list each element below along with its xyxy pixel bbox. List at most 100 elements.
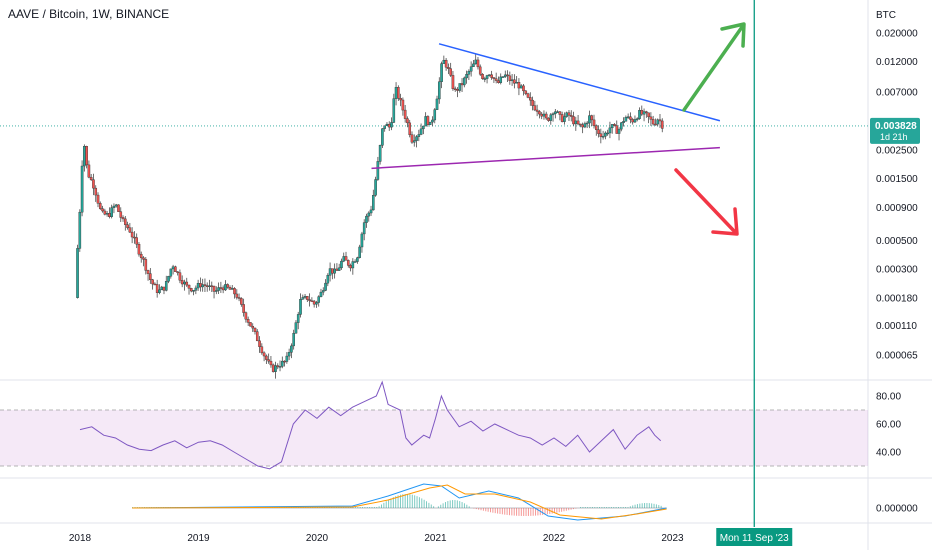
candle-up	[499, 76, 503, 83]
candle-up	[417, 134, 421, 137]
macd-histogram-bar	[444, 502, 446, 508]
candle-down	[101, 208, 104, 212]
candle-up	[301, 297, 305, 300]
macd-histogram-bar	[582, 507, 584, 508]
candle-up	[299, 299, 302, 315]
candle-down	[276, 365, 280, 368]
candle-up	[385, 123, 389, 126]
candle-up	[390, 122, 393, 128]
macd-histogram-bar	[407, 494, 409, 508]
macd-histogram-bar	[454, 500, 456, 508]
macd-histogram-bar	[416, 496, 418, 508]
macd-histogram-bar	[463, 503, 465, 508]
candle-down	[151, 279, 154, 285]
macd-histogram-bar	[456, 500, 458, 508]
candle-down	[492, 77, 496, 79]
macd-histogram-bar	[482, 508, 484, 511]
candle-down	[406, 118, 409, 124]
candle-down	[572, 116, 575, 125]
candle-down	[531, 99, 534, 106]
candle-down	[560, 114, 564, 122]
macd-histogram-bar	[561, 508, 563, 512]
candle-down	[494, 78, 498, 81]
macd-histogram-bar	[523, 508, 525, 516]
candle-up	[353, 261, 357, 263]
candle-down	[153, 283, 157, 286]
candle-down	[631, 119, 634, 123]
candle-down	[513, 79, 516, 84]
macd-histogram-bar	[627, 507, 629, 508]
candle-down	[387, 123, 391, 128]
macd-histogram-bar	[487, 508, 489, 512]
candle-down	[451, 75, 455, 90]
candle-up	[442, 59, 446, 64]
candle-down	[426, 116, 430, 125]
macd-histogram-bar	[632, 505, 634, 508]
macd-histogram-bar	[615, 507, 617, 508]
macd-histogram-bar	[357, 507, 359, 508]
macd-histogram-bar	[520, 508, 522, 516]
candle-up	[360, 233, 364, 248]
price-tick-label: 0.000500	[876, 236, 918, 247]
candle-up	[488, 74, 491, 76]
candle-up	[465, 74, 468, 79]
candle-up	[326, 275, 330, 284]
macd-histogram-bar	[516, 508, 518, 516]
candle-up	[317, 296, 321, 303]
candle-up	[604, 132, 607, 137]
macd-histogram-bar	[426, 501, 428, 508]
candle-up	[610, 124, 614, 129]
candle-up	[415, 136, 418, 141]
candle-up	[362, 222, 366, 235]
macd-histogram-bar	[596, 507, 598, 508]
macd-histogram-bar	[639, 503, 641, 508]
candle-up	[515, 82, 518, 84]
candle-down	[228, 287, 232, 290]
candle-up	[485, 75, 489, 79]
candle-down	[89, 176, 93, 180]
candle-down	[567, 112, 571, 116]
candle-up	[588, 115, 591, 124]
candle-up	[105, 213, 109, 215]
macd-histogram-bar	[362, 507, 364, 508]
macd-histogram-bar	[606, 507, 608, 508]
macd-histogram-bar	[591, 507, 593, 508]
candle-up	[622, 121, 625, 123]
candle-up	[292, 332, 295, 347]
candle-up	[510, 79, 514, 81]
candle-down	[242, 304, 245, 313]
candle-up	[224, 284, 227, 291]
candle-up	[169, 268, 173, 277]
macd-histogram-bar	[468, 506, 470, 508]
candle-up	[563, 116, 566, 122]
macd-histogram-bar	[411, 494, 413, 508]
candle-up	[503, 74, 507, 77]
macd-histogram-bar	[475, 508, 477, 510]
axis-currency-label: BTC	[876, 10, 896, 21]
macd-histogram-bar	[437, 506, 439, 508]
rsi-tick-label: 40.00	[876, 448, 901, 459]
macd-histogram-bar	[544, 508, 546, 515]
arrows	[674, 22, 746, 236]
candle-up	[114, 204, 118, 207]
candle-down	[253, 327, 257, 332]
macd-histogram-bar	[644, 503, 646, 508]
candle-up	[519, 85, 523, 89]
macd-histogram-bar	[546, 508, 548, 515]
candle-up	[294, 322, 298, 334]
candle-down	[96, 194, 100, 204]
candle-down	[522, 85, 525, 92]
macd-histogram-bar	[570, 508, 572, 510]
macd-histogram-bar	[584, 507, 586, 508]
candle-down	[408, 122, 412, 135]
candle-down	[226, 284, 229, 288]
macd-histogram-bar	[617, 507, 619, 508]
candle-up	[365, 215, 368, 223]
macd-histogram-bar	[392, 497, 394, 508]
macd-histogram-bar	[404, 494, 406, 508]
macd-histogram-bar	[397, 495, 399, 508]
candle-up	[208, 285, 211, 287]
macd-histogram-bar	[373, 507, 375, 508]
macd-histogram-bar	[537, 508, 539, 516]
